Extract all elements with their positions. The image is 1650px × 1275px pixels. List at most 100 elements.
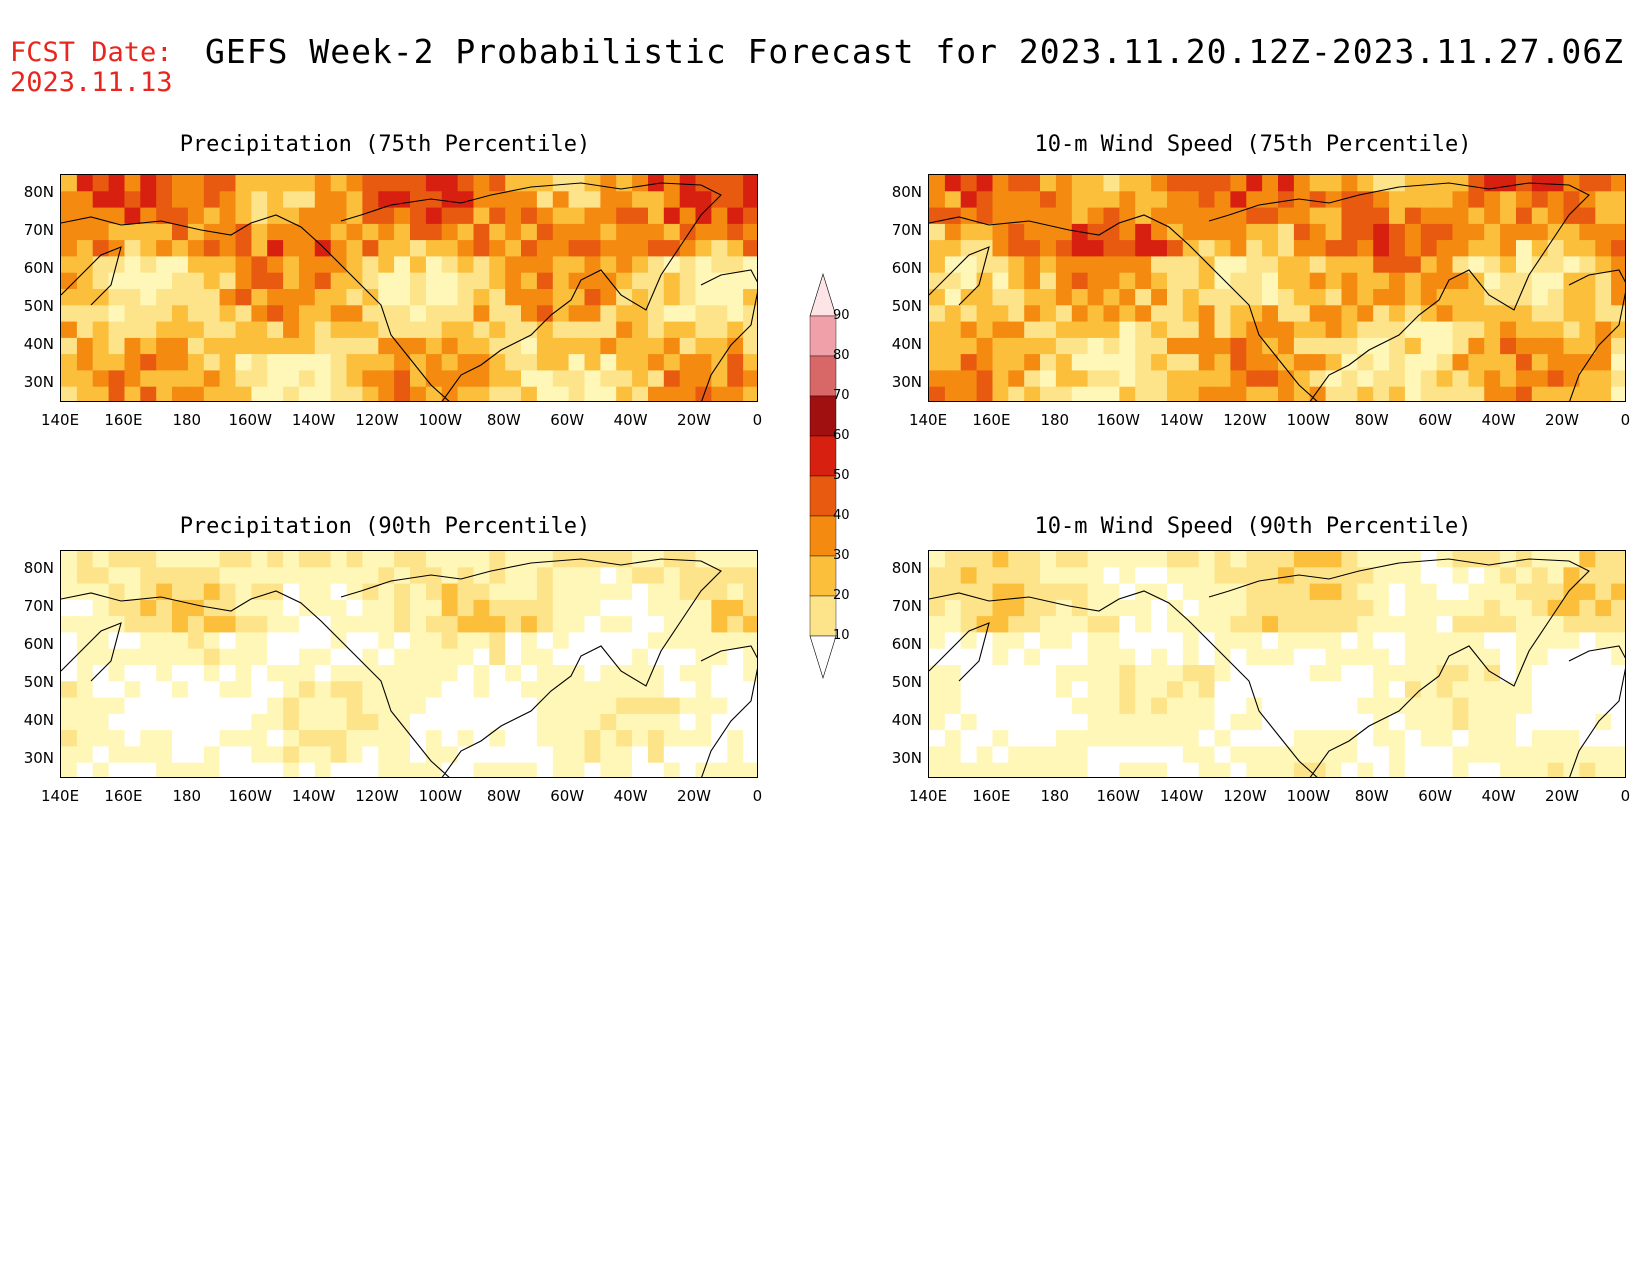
- probability-cell: [1151, 305, 1168, 323]
- probability-cell: [929, 256, 946, 274]
- probability-cell: [1500, 583, 1517, 601]
- probability-cell: [1563, 730, 1580, 747]
- probability-cell: [711, 256, 728, 274]
- probability-cell: [425, 386, 443, 401]
- probability-cell: [616, 305, 633, 323]
- probability-cell: [505, 648, 522, 666]
- probability-cell: [1198, 370, 1216, 388]
- probability-cell: [124, 305, 141, 323]
- probability-cell: [1436, 191, 1454, 209]
- probability-cell: [1246, 632, 1263, 650]
- probability-cell: [1055, 713, 1073, 731]
- probability-cell: [1167, 583, 1184, 601]
- probability-cell: [1452, 386, 1469, 401]
- probability-cell: [330, 207, 348, 225]
- probability-cell: [743, 730, 757, 747]
- probability-cell: [568, 599, 586, 617]
- probability-cell: [172, 337, 189, 355]
- probability-cell: [944, 337, 962, 355]
- probability-cell: [584, 272, 601, 290]
- probability-cell: [1055, 551, 1073, 568]
- probability-cell: [944, 175, 962, 192]
- probability-cell: [203, 583, 221, 601]
- lon-tick-label: 80W: [486, 787, 521, 805]
- probability-cell: [1452, 354, 1469, 371]
- probability-cell: [584, 567, 601, 585]
- probability-cell: [1278, 567, 1295, 585]
- probability-cell: [76, 697, 94, 715]
- probability-cell: [1468, 730, 1485, 747]
- probability-cell: [1087, 337, 1105, 355]
- probability-cell: [992, 567, 1009, 585]
- probability-cell: [1611, 354, 1625, 371]
- probability-cell: [711, 599, 728, 617]
- probability-cell: [1436, 256, 1454, 274]
- probability-cell: [410, 697, 427, 715]
- lat-tick-label: 30N: [891, 373, 922, 391]
- probability-cell: [1357, 681, 1374, 699]
- probability-cell: [1547, 762, 1565, 777]
- lat-tick-label: 30N: [23, 373, 54, 391]
- lon-tick-label: 60W: [550, 411, 585, 429]
- probability-cell: [457, 730, 475, 747]
- probability-cell: [203, 713, 221, 731]
- probability-cell: [1309, 256, 1327, 274]
- probability-cell: [1531, 746, 1549, 764]
- probability-cell: [1262, 762, 1279, 777]
- probability-cell: [584, 305, 601, 323]
- colorbar-tick-label: 20: [833, 588, 850, 603]
- probability-cell: [92, 599, 110, 617]
- probability-cell: [425, 354, 443, 371]
- probability-cell: [299, 730, 316, 747]
- probability-cell: [1484, 370, 1501, 388]
- probability-cell: [521, 551, 538, 568]
- probability-cell: [1468, 551, 1485, 568]
- probability-cell: [1436, 567, 1454, 585]
- probability-cell: [960, 354, 978, 371]
- probability-cell: [251, 175, 268, 192]
- probability-cell: [536, 354, 554, 371]
- probability-cell: [1341, 616, 1358, 633]
- probability-cell: [362, 551, 379, 568]
- probability-cell: [1119, 746, 1136, 764]
- probability-cell: [283, 256, 300, 274]
- probability-cell: [1373, 551, 1390, 568]
- probability-cell: [1579, 713, 1596, 731]
- probability-cell: [314, 256, 332, 274]
- probability-cell: [124, 681, 141, 699]
- probability-cell: [441, 256, 459, 274]
- probability-cell: [219, 191, 237, 209]
- probability-cell: [1309, 697, 1327, 715]
- probability-cell: [61, 681, 78, 699]
- probability-cell: [346, 632, 363, 650]
- probability-cell: [1404, 616, 1422, 633]
- probability-cell: [314, 305, 332, 323]
- probability-cell: [505, 305, 522, 323]
- probability-cell: [362, 599, 379, 617]
- probability-cell: [1119, 207, 1136, 225]
- probability-cell: [441, 272, 459, 290]
- lon-tick-label: 120W: [355, 787, 399, 805]
- probability-cell: [108, 289, 126, 306]
- probability-cell: [632, 681, 649, 699]
- probability-cell: [992, 616, 1009, 633]
- probability-cell: [992, 272, 1009, 290]
- probability-cell: [1547, 730, 1565, 747]
- probability-cell: [1468, 713, 1485, 731]
- probability-cell: [1214, 551, 1231, 568]
- probability-cell: [108, 223, 126, 241]
- probability-cell: [1087, 551, 1105, 568]
- probability-cell: [140, 370, 157, 388]
- probability-cell: [929, 648, 946, 666]
- probability-cell: [976, 337, 994, 355]
- probability-cell: [1262, 632, 1279, 650]
- probability-cell: [1516, 681, 1533, 699]
- probability-cell: [1531, 240, 1549, 257]
- probability-cell: [156, 337, 173, 355]
- probability-cell: [1484, 697, 1501, 715]
- probability-cell: [1563, 697, 1580, 715]
- probability-cell: [203, 354, 221, 371]
- probability-cell: [219, 730, 237, 747]
- probability-cell: [663, 713, 681, 731]
- probability-cell: [1087, 583, 1105, 601]
